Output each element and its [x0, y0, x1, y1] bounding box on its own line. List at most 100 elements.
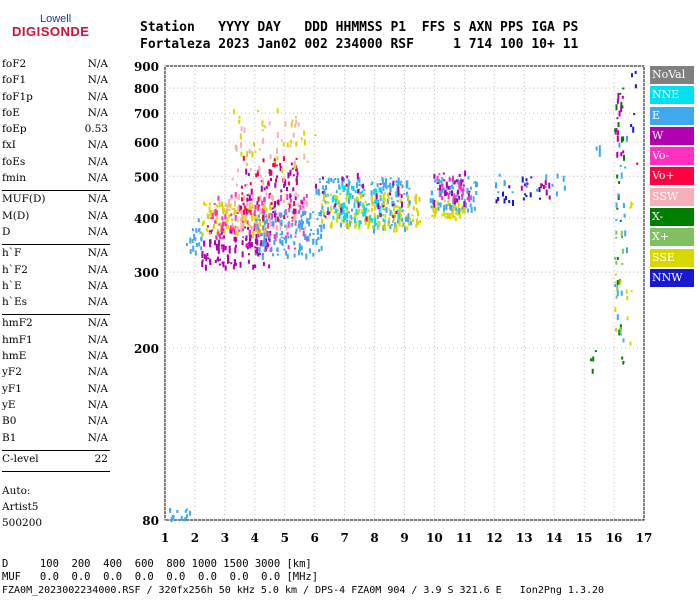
auto-artist: Artist5 — [2, 501, 39, 513]
echo-point — [402, 222, 405, 227]
echo-point — [536, 188, 539, 192]
echo-point — [300, 253, 303, 256]
echo-point — [230, 229, 233, 234]
echo-point — [312, 232, 315, 235]
echo-point — [470, 206, 473, 213]
echo-point — [258, 219, 261, 222]
echo-point — [217, 197, 220, 201]
echo-point — [389, 186, 392, 192]
echo-point — [349, 214, 352, 218]
echo-point — [453, 182, 456, 185]
echo-point — [317, 189, 320, 196]
echo-point — [268, 121, 271, 126]
echo-point — [382, 206, 385, 211]
echo-point — [236, 226, 239, 232]
echo-point — [260, 180, 263, 183]
echo-point — [411, 219, 414, 223]
echo-point — [287, 225, 290, 228]
echo-point — [263, 232, 266, 236]
echo-point — [286, 232, 289, 236]
echo-point — [249, 210, 252, 216]
echo-point — [281, 231, 283, 235]
echo-point — [366, 203, 368, 206]
echo-point — [622, 338, 625, 343]
echo-point — [240, 151, 243, 157]
echo-point — [368, 220, 371, 227]
echo-point — [268, 232, 271, 239]
echo-point — [276, 248, 279, 251]
echo-point — [214, 212, 217, 217]
echo-point — [291, 210, 294, 214]
echo-point — [447, 185, 450, 190]
echo-point — [326, 195, 329, 198]
echo-point — [634, 70, 637, 74]
echo-point — [217, 249, 220, 254]
echo-point — [373, 188, 376, 195]
echo-point — [381, 214, 384, 217]
echo-point — [253, 223, 256, 230]
echo-point — [209, 239, 212, 245]
echo-point — [251, 242, 253, 248]
echo-point — [615, 104, 618, 111]
echo-point — [615, 128, 618, 133]
echo-point — [530, 176, 533, 179]
echo-point — [385, 178, 387, 185]
echo-point — [360, 184, 363, 188]
echo-point — [392, 180, 395, 186]
echo-point — [619, 219, 622, 222]
echo-point — [206, 230, 209, 232]
echo-point — [286, 187, 288, 191]
echo-point — [245, 208, 248, 215]
echo-point — [503, 198, 506, 204]
footer-info: FZA0M_2023002234000.RSF / 320fx256h 50 k… — [2, 585, 605, 596]
echo-point — [244, 217, 247, 221]
echo-point — [616, 285, 619, 292]
echo-point — [615, 202, 618, 208]
echo-point — [264, 230, 267, 236]
echo-point — [307, 220, 310, 224]
echo-point — [278, 218, 281, 223]
echo-point — [364, 221, 367, 226]
echo-point — [401, 184, 404, 189]
param-key: M(D) — [2, 209, 30, 222]
param-value: N/A — [87, 317, 108, 330]
echo-point — [292, 208, 295, 215]
echo-point — [434, 179, 437, 183]
echo-point — [200, 246, 203, 251]
echo-point — [201, 250, 204, 256]
header-line-1: Station YYYY DAY DDD HHMMSS P1 FFS S AXN… — [140, 20, 579, 35]
echo-point — [452, 197, 455, 202]
echo-point — [264, 202, 266, 205]
echo-point — [287, 201, 290, 205]
echo-point — [223, 210, 225, 213]
echo-point — [371, 225, 374, 229]
echo-point — [292, 162, 295, 165]
echo-point — [399, 208, 401, 215]
echo-point — [280, 220, 283, 227]
echo-point — [259, 218, 261, 225]
echo-point — [473, 181, 476, 184]
echo-point — [393, 217, 395, 222]
echo-point — [295, 141, 298, 147]
echo-point — [217, 231, 220, 236]
echo-point — [624, 230, 627, 237]
echo-point — [406, 194, 409, 198]
echo-point — [240, 193, 243, 196]
echo-point — [254, 265, 257, 269]
param-key: fmin — [2, 172, 26, 185]
echo-point — [234, 192, 237, 198]
legend-item-nnw: NNW — [650, 268, 694, 287]
echo-point — [449, 213, 452, 220]
echo-point — [621, 248, 624, 254]
echo-point — [260, 174, 263, 178]
echo-point — [354, 217, 356, 224]
echo-point — [209, 232, 212, 235]
echo-point — [458, 195, 461, 200]
echo-point — [239, 133, 242, 140]
echo-point — [371, 199, 374, 205]
echo-point — [287, 208, 290, 211]
echo-point — [289, 169, 292, 176]
echo-point — [317, 237, 320, 240]
echo-point — [347, 185, 350, 192]
echo-point — [450, 205, 453, 211]
